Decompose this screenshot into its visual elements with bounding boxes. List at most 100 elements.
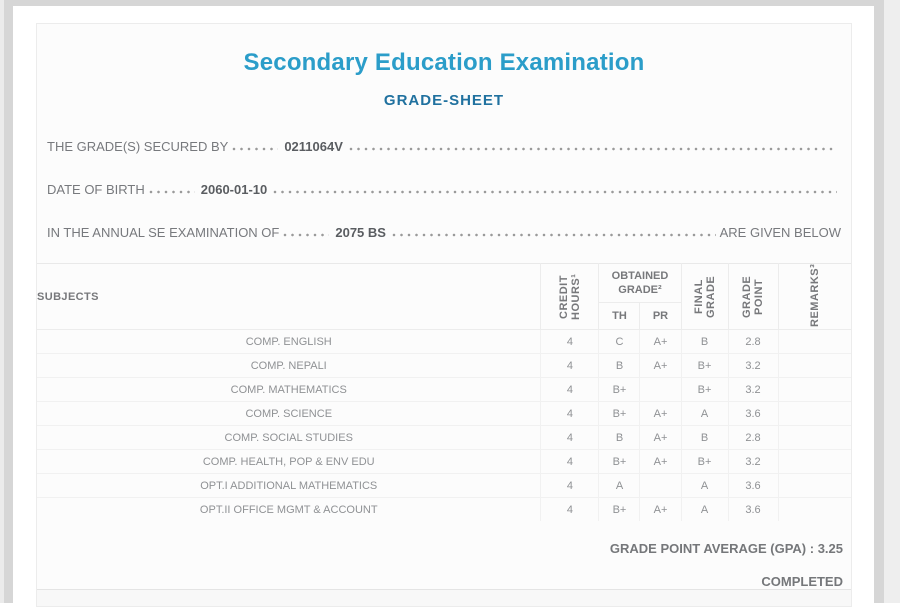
column-header-pr: PR — [639, 302, 681, 330]
subject-cell: COMP. HEALTH, POP & ENV EDU — [37, 449, 541, 474]
gpa-value: 3.25 — [817, 541, 843, 556]
subject-cell: COMP. SCIENCE — [37, 401, 541, 426]
remarks-cell — [777, 449, 851, 474]
grades-table: SUBJECTS CREDIT HOURS¹ OBTAINED GRADE² F… — [37, 263, 851, 521]
table-row: OPT.I ADDITIONAL MATHEMATICS 4 A A 3.6 — [37, 473, 851, 498]
credit-hours-vertical-label: CREDIT HOURS¹ — [557, 273, 582, 320]
th-grade-cell: B+ — [598, 497, 640, 521]
remarks-cell — [777, 329, 851, 354]
credit-cell: 4 — [540, 473, 599, 498]
th-grade-cell: B — [598, 425, 640, 450]
final-grade-cell: A — [680, 401, 728, 426]
grade-point-cell: 2.8 — [727, 425, 778, 450]
grade-point-cell: 3.6 — [727, 473, 778, 498]
subject-cell: COMP. MATHEMATICS — [37, 377, 541, 402]
grade-point-cell: 3.6 — [727, 497, 778, 521]
remarks-cell — [777, 425, 851, 450]
pr-grade-cell: A+ — [639, 401, 681, 426]
final-grade-cell: B+ — [680, 449, 728, 474]
th-grade-cell: A — [598, 473, 640, 498]
dotted-leader — [232, 140, 279, 153]
th-grade-cell: B+ — [598, 377, 640, 402]
column-header-final-grade: FINAL GRADE — [680, 263, 728, 330]
dotted-leader — [391, 226, 716, 239]
final-grade-vertical-label: FINAL GRADE — [692, 275, 717, 318]
pr-grade-cell: A+ — [639, 497, 681, 521]
final-grade-cell: B+ — [680, 377, 728, 402]
remarks-cell — [777, 377, 851, 402]
subject-cell: COMP. SOCIAL STUDIES — [37, 425, 541, 450]
credit-cell: 4 — [540, 401, 599, 426]
final-grade-cell: B+ — [680, 353, 728, 378]
info-line-examination-year: IN THE ANNUAL SE EXAMINATION OF 2075 BS … — [47, 224, 841, 241]
grade-sheet-card: Secondary Education Examination GRADE-SH… — [36, 23, 852, 607]
info-prefix: IN THE ANNUAL SE EXAMINATION OF — [47, 225, 280, 240]
pr-grade-cell: A+ — [639, 425, 681, 450]
subject-cell: COMP. ENGLISH — [37, 329, 541, 354]
grade-point-cell: 3.2 — [727, 353, 778, 378]
credit-cell: 4 — [540, 329, 599, 354]
credit-cell: 4 — [540, 449, 599, 474]
final-grade-cell: B — [680, 425, 728, 450]
table-row: OPT.II OFFICE MGMT & ACCOUNT 4 B+ A+ A 3… — [37, 497, 851, 521]
pr-grade-cell — [639, 377, 681, 402]
gpa-summary-line: GRADE POINT AVERAGE (GPA) : 3.25 — [45, 542, 843, 556]
th-grade-cell: C — [598, 329, 640, 354]
pr-grade-cell: A+ — [639, 353, 681, 378]
pr-grade-cell: A+ — [639, 329, 681, 354]
final-grade-cell: B — [680, 329, 728, 354]
remarks-cell — [777, 401, 851, 426]
date-of-birth-value: 2060-01-10 — [200, 182, 268, 197]
table-row: COMP. ENGLISH 4 C A+ B 2.8 — [37, 329, 851, 354]
remarks-cell — [777, 473, 851, 498]
th-grade-cell: B+ — [598, 449, 640, 474]
credit-cell: 4 — [540, 497, 599, 521]
info-line-date-of-birth: DATE OF BIRTH 2060-01-10 — [47, 181, 841, 198]
examination-year-value: 2075 BS — [335, 225, 386, 240]
th-grade-cell: B — [598, 353, 640, 378]
result-status: COMPLETED — [761, 574, 843, 589]
grade-point-cell: 3.2 — [727, 449, 778, 474]
info-prefix: THE GRADE(S) SECURED BY — [47, 139, 229, 154]
table-row: COMP. MATHEMATICS 4 B+ B+ 3.2 — [37, 377, 851, 402]
grades-table-header: SUBJECTS CREDIT HOURS¹ OBTAINED GRADE² F… — [37, 263, 851, 330]
info-suffix: ARE GIVEN BELOW — [719, 225, 841, 240]
grade-point-cell: 2.8 — [727, 329, 778, 354]
dotted-leader — [348, 140, 837, 153]
final-grade-cell: A — [680, 497, 728, 521]
dotted-leader — [273, 183, 837, 196]
student-symbol-number: 0211064V — [284, 139, 343, 154]
pr-grade-cell — [639, 473, 681, 498]
frame-right-strip — [874, 0, 884, 603]
frame-left-strip — [4, 0, 13, 603]
page-title: Secondary Education Examination — [243, 49, 645, 76]
final-grade-cell: A — [680, 473, 728, 498]
grade-point-cell: 3.2 — [727, 377, 778, 402]
credit-cell: 4 — [540, 377, 599, 402]
column-header-remarks: REMARKS³ — [777, 263, 851, 330]
dotted-leader — [148, 183, 195, 196]
subject-cell: OPT.I ADDITIONAL MATHEMATICS — [37, 473, 541, 498]
info-line-grades-secured-by: THE GRADE(S) SECURED BY 0211064V — [47, 138, 841, 155]
remarks-cell — [777, 497, 851, 521]
column-header-credit-hours: CREDIT HOURS¹ — [540, 263, 599, 330]
dotted-leader — [283, 226, 330, 239]
subject-cell: COMP. NEPALI — [37, 353, 541, 378]
frame-top-strip — [0, 0, 874, 6]
pr-grade-cell: A+ — [639, 449, 681, 474]
grade-point-cell: 3.6 — [727, 401, 778, 426]
table-row: COMP. SCIENCE 4 B+ A+ A 3.6 — [37, 401, 851, 426]
credit-cell: 4 — [540, 353, 599, 378]
frame-left-outer-strip — [0, 0, 4, 603]
remarks-cell — [777, 353, 851, 378]
remarks-vertical-label: REMARKS³ — [808, 263, 821, 327]
column-header-subjects: SUBJECTS — [37, 290, 99, 303]
column-header-grade-point: GRADE POINT — [727, 263, 778, 330]
subject-cell: OPT.II OFFICE MGMT & ACCOUNT — [37, 497, 541, 521]
credit-cell: 4 — [540, 425, 599, 450]
column-header-th: TH — [598, 302, 640, 330]
page-subtitle: GRADE-SHEET — [383, 92, 505, 109]
card-footer-strip — [37, 589, 851, 606]
table-row: COMP. NEPALI 4 B A+ B+ 3.2 — [37, 353, 851, 378]
table-row: COMP. SOCIAL STUDIES 4 B A+ B 2.8 — [37, 425, 851, 450]
